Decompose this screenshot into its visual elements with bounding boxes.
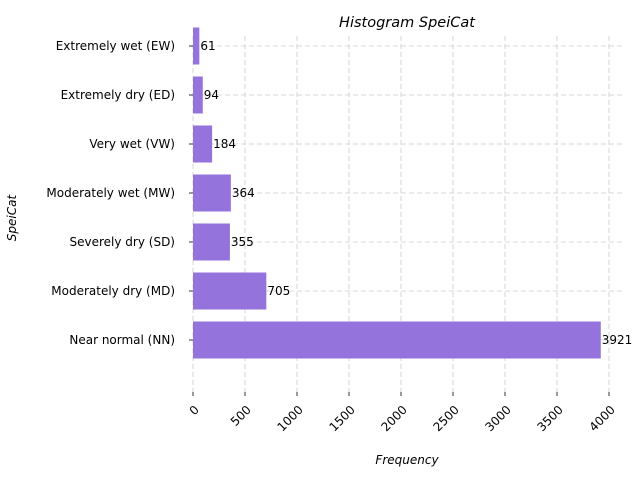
x-tick-label: 1500 bbox=[326, 403, 357, 434]
chart-title: Histogram SpeiCat bbox=[339, 15, 476, 31]
bar-value-label: 355 bbox=[231, 235, 254, 249]
bar-value-label: 705 bbox=[267, 284, 290, 298]
data-labels: 3921 705 355 364 184 94 61 bbox=[200, 39, 632, 347]
bar-value-label: 61 bbox=[200, 39, 215, 53]
x-tick-label: 500 bbox=[228, 403, 254, 429]
x-tick-label: 3000 bbox=[482, 403, 513, 434]
bar bbox=[193, 125, 213, 163]
y-tick-label: Severely dry (SD) bbox=[70, 235, 175, 249]
y-tick-label: Extremely wet (EW) bbox=[56, 39, 175, 53]
bar bbox=[193, 272, 267, 310]
y-tick-label: Moderately wet (MW) bbox=[46, 186, 175, 200]
bar-value-label: 364 bbox=[232, 186, 255, 200]
y-axis-label: SpeiCat bbox=[5, 194, 19, 242]
y-tick-label: Near normal (NN) bbox=[69, 333, 175, 347]
x-tick-labels: 0 500 1000 1500 2000 2500 3000 3500 4000 bbox=[187, 392, 618, 434]
y-tick-labels: Near normal (NN) Moderately dry (MD) Sever… bbox=[46, 39, 193, 347]
y-tick-label: Moderately dry (MD) bbox=[51, 284, 175, 298]
bars bbox=[193, 27, 601, 359]
x-tick-label: 2000 bbox=[378, 403, 409, 434]
grid-lines bbox=[192, 36, 622, 392]
bar-value-label: 94 bbox=[204, 88, 219, 102]
bar bbox=[193, 76, 203, 114]
bar bbox=[193, 174, 231, 212]
bar bbox=[193, 223, 230, 261]
bar bbox=[193, 27, 200, 65]
x-tick-label: 1000 bbox=[274, 403, 305, 434]
x-tick-label: 0 bbox=[187, 403, 202, 418]
bar-value-label: 184 bbox=[213, 137, 236, 151]
x-axis-label: Frequency bbox=[375, 453, 439, 467]
x-tick-label: 3500 bbox=[534, 403, 565, 434]
y-tick-label: Very wet (VW) bbox=[89, 137, 175, 151]
y-tick-label: Extremely dry (ED) bbox=[61, 88, 175, 102]
x-tick-label: 4000 bbox=[586, 403, 617, 434]
bar-value-label: 3921 bbox=[602, 333, 633, 347]
x-tick-label: 2500 bbox=[430, 403, 461, 434]
bar bbox=[193, 321, 601, 359]
